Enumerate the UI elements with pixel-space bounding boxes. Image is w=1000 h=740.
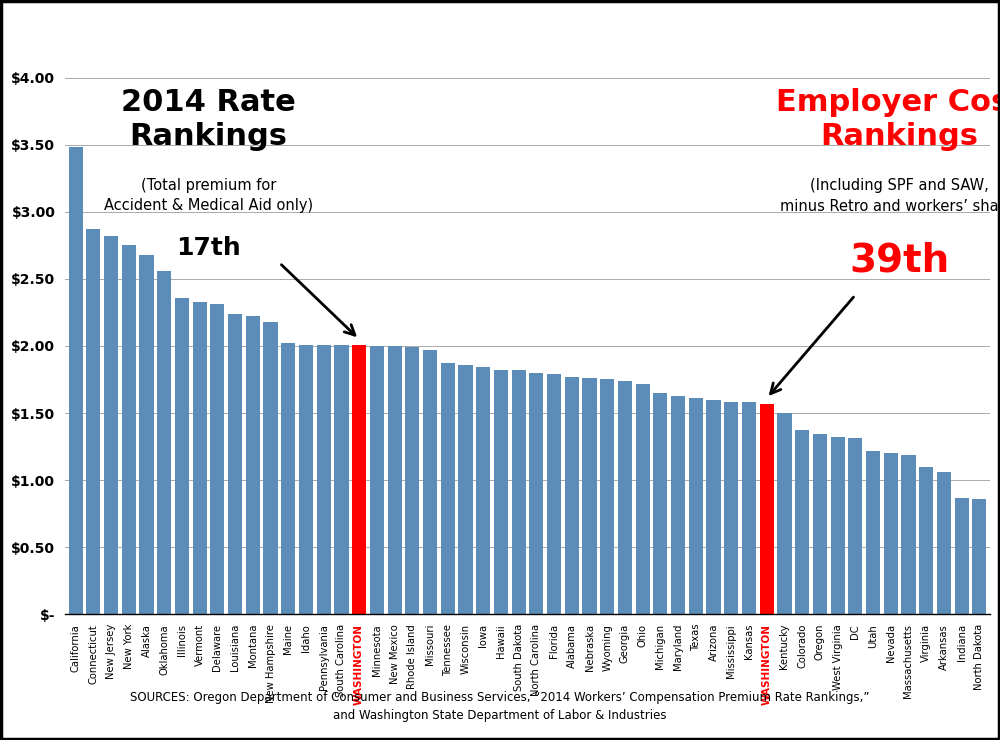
Bar: [937, 472, 951, 614]
Bar: [281, 343, 295, 614]
Bar: [955, 497, 969, 614]
Bar: [884, 453, 898, 614]
Bar: [157, 271, 171, 614]
Bar: [441, 363, 455, 614]
Bar: [175, 297, 189, 614]
Text: AVERAGE WORKERS’ COMPENSATION BASE RATES: AVERAGE WORKERS’ COMPENSATION BASE RATES: [48, 21, 672, 41]
Bar: [653, 393, 667, 614]
Text: 2014 Rate
Rankings: 2014 Rate Rankings: [121, 89, 296, 151]
Bar: [193, 302, 207, 614]
Bar: [352, 345, 366, 614]
Bar: [795, 431, 809, 614]
Bar: [104, 236, 118, 614]
Bar: [246, 317, 260, 614]
Text: (Total premium for
Accident & Medical Aid only): (Total premium for Accident & Medical Ai…: [104, 178, 313, 213]
Bar: [512, 370, 526, 614]
Bar: [405, 347, 419, 614]
Bar: [476, 367, 490, 614]
Bar: [317, 345, 331, 614]
Bar: [689, 398, 703, 614]
Bar: [565, 377, 579, 614]
Bar: [618, 381, 632, 614]
Text: SOURCES: Oregon Department of Consumer and Business Services, “2014 Workers’ Com: SOURCES: Oregon Department of Consumer a…: [130, 690, 870, 722]
Bar: [972, 499, 986, 614]
Bar: [813, 434, 827, 614]
Bar: [458, 365, 473, 614]
Bar: [724, 403, 738, 614]
Bar: [777, 413, 792, 614]
Bar: [423, 350, 437, 614]
Bar: [760, 403, 774, 614]
Text: (Including SPF and SAW,
minus Retro and workers’ share): (Including SPF and SAW, minus Retro and …: [780, 178, 1000, 213]
Bar: [210, 304, 224, 614]
Bar: [919, 467, 933, 614]
Bar: [334, 345, 349, 614]
Bar: [494, 370, 508, 614]
Bar: [263, 322, 278, 614]
Bar: [582, 378, 597, 614]
Bar: [86, 229, 100, 614]
Bar: [370, 346, 384, 614]
Bar: [866, 451, 880, 614]
Bar: [671, 396, 685, 614]
Bar: [831, 437, 845, 614]
Bar: [529, 373, 543, 614]
Bar: [901, 454, 916, 614]
Bar: [299, 345, 313, 614]
Bar: [636, 383, 650, 614]
Bar: [388, 346, 402, 614]
Bar: [547, 374, 561, 614]
Bar: [848, 439, 862, 614]
Bar: [139, 255, 154, 614]
Bar: [706, 400, 721, 614]
Bar: [69, 147, 83, 614]
Bar: [122, 246, 136, 614]
Text: Employer Cost
Rankings: Employer Cost Rankings: [776, 89, 1000, 151]
Text: 17th: 17th: [176, 236, 241, 260]
Text: 39th: 39th: [850, 241, 950, 279]
Bar: [742, 403, 756, 614]
Bar: [228, 314, 242, 614]
Text: (per $100 of payroll): (per $100 of payroll): [740, 24, 902, 38]
Bar: [600, 380, 614, 614]
